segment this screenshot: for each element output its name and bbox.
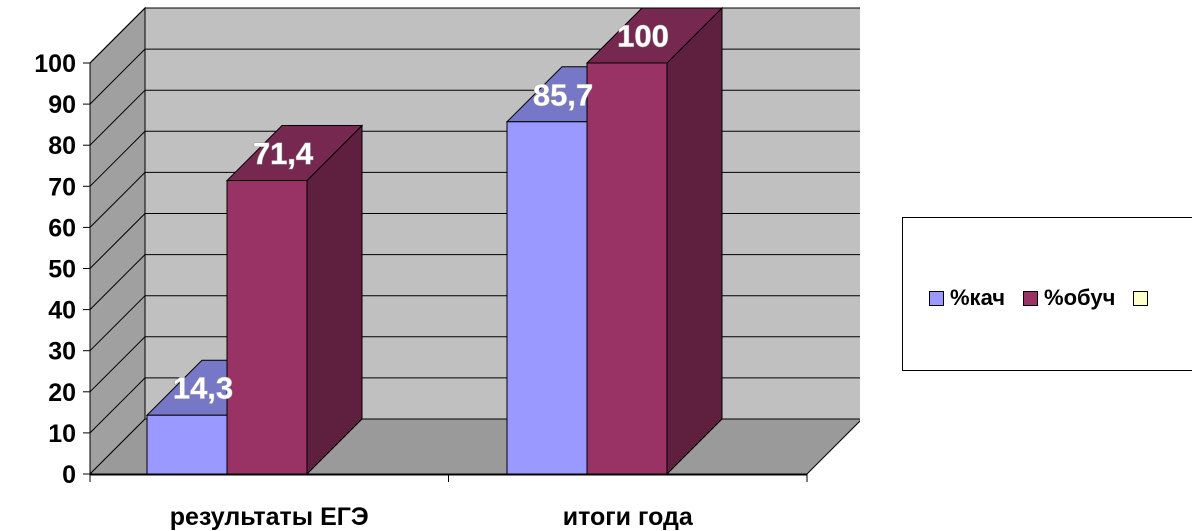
legend-row: %кач %обуч: [929, 285, 1172, 311]
y-tick-label: 40: [48, 297, 76, 325]
data-label: 14,3: [173, 371, 233, 406]
y-tick-label: 100: [34, 50, 76, 78]
gridline: [89, 7, 860, 64]
bar-front: [146, 414, 228, 475]
bar-side: [666, 6, 723, 476]
y-tick-label: 60: [48, 214, 76, 242]
y-tick-label: 10: [48, 420, 76, 448]
bar: [225, 124, 364, 476]
legend-item-obuch: %обуч: [1023, 285, 1115, 311]
bar: [585, 6, 724, 476]
data-labels: 14,3 85,7 71,4 100: [172, 18, 669, 406]
legend-label-obuch: %обуч: [1044, 285, 1116, 310]
y-tick-label: 70: [48, 173, 76, 201]
legend-swatch-kach: [929, 290, 944, 306]
y-tick-label: 0: [62, 461, 76, 489]
y-axis: 0 10 20 30 40 50 60 70 80 90 100: [34, 50, 91, 489]
y-tick-label: 90: [48, 91, 76, 119]
data-label: 85,7: [533, 77, 593, 112]
bars: [145, 6, 724, 476]
legend-item-empty: [1133, 290, 1154, 306]
bar-front: [506, 121, 588, 475]
y-tick-label: 50: [48, 256, 76, 284]
x-tick-label: итоги года: [563, 503, 694, 531]
legend-swatch-obuch: [1023, 290, 1039, 306]
bar-front: [226, 180, 308, 475]
y-tick-label: 80: [48, 132, 76, 160]
bar-front: [586, 62, 668, 475]
x-tick-label: результаты ЕГЭ: [170, 503, 369, 531]
legend-label-kach: %кач: [950, 285, 1006, 310]
bar-side: [306, 124, 363, 476]
x-axis: результаты ЕГЭ итоги года: [89, 474, 808, 531]
y-tick-label: 20: [48, 379, 76, 407]
chart: 0 10 20 30 40 50 60 70 80 90 100 результаты ЕГЭ ито…: [34, 6, 860, 531]
legend-item-kach: %кач: [929, 285, 1005, 311]
legend: %кач %обуч: [902, 217, 1192, 371]
y-tick-label: 30: [48, 338, 76, 366]
data-label: 100: [617, 19, 669, 54]
data-label: 71,4: [253, 136, 314, 171]
legend-swatch-empty: [1133, 290, 1149, 306]
